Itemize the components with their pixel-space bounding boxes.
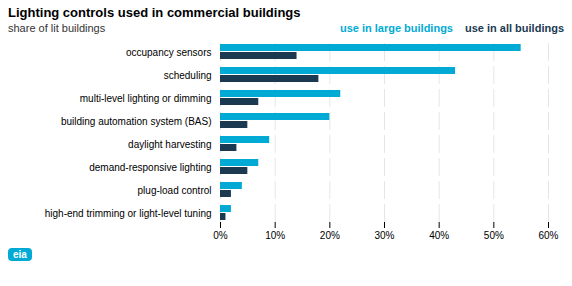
svg-text:50%: 50% bbox=[484, 230, 504, 241]
svg-text:demand-responsive lighting: demand-responsive lighting bbox=[89, 162, 211, 173]
html-text:eia: eia bbox=[13, 249, 27, 260]
svg-text:30%: 30% bbox=[374, 230, 394, 241]
svg-text:building automation system (BA: building automation system (BAS) bbox=[61, 116, 212, 127]
svg-text:multi-level lighting or dimmin: multi-level lighting or dimming bbox=[80, 93, 212, 104]
svg-text:high-end trimming or light-lev: high-end trimming or light-level tuning bbox=[45, 208, 212, 219]
html-text:Lighting controls used in comm: Lighting controls used in commercial bui… bbox=[8, 5, 301, 20]
svg-text:occupancy sensors: occupancy sensors bbox=[126, 47, 212, 58]
html-text:use in large buildings: use in large buildings bbox=[339, 22, 453, 34]
svg-text:40%: 40% bbox=[429, 230, 449, 241]
svg-text:plug-load control: plug-load control bbox=[138, 185, 212, 196]
svg-text:daylight harvesting: daylight harvesting bbox=[128, 139, 211, 150]
svg-text:scheduling: scheduling bbox=[164, 70, 212, 81]
html-text:share of lit buildings: share of lit buildings bbox=[8, 22, 106, 34]
html-text:use in all buildings: use in all buildings bbox=[465, 22, 564, 34]
svg-text:20%: 20% bbox=[320, 230, 340, 241]
svg-text:60%: 60% bbox=[538, 230, 558, 241]
svg-text:0%: 0% bbox=[213, 230, 228, 241]
svg-text:10%: 10% bbox=[265, 230, 285, 241]
